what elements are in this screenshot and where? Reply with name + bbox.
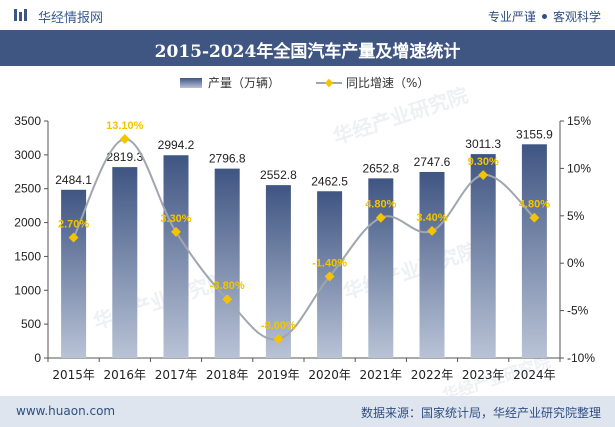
footer: www.huaon.com 数据来源：国家统计局，华经产业研究院整理 [0,396,615,427]
chart-area: 0 500 1000 1500 2000 2500 3000 3500 -10% -5% 0% 5% 1… [0,95,615,395]
y-left-tick-label: 2000 [14,216,41,230]
growth-value-label: 13.10% [106,120,144,132]
y-left-tick-label: 2500 [14,182,41,196]
growth-marker [427,226,437,236]
footer-source: 数据来源：国家统计局，华经产业研究院整理 [360,406,601,420]
growth-value-label: -1.40% [312,257,347,269]
bar [470,154,496,358]
x-tick-label: 2024年 [513,368,556,382]
growth-marker [171,226,181,237]
bar [265,185,291,358]
x-tick-label: 2015年 [52,368,95,382]
growth-value-label: 2.70% [58,219,89,231]
growth-value-label: 4.80% [519,199,550,211]
x-tick-label: 2022年 [411,368,454,382]
chart-title: 2015-2024年全国汽车产量及增速统计 [154,42,461,62]
x-tick-label: 2016年 [104,368,147,382]
legend-line-label: 同比增速（%） [346,76,430,90]
bar [214,168,240,358]
x-tick-label: 2019年 [257,368,300,382]
y-left-tick-label: 500 [21,317,41,331]
bar [419,171,445,358]
growth-value-label: -8.00% [261,320,296,332]
x-tick-label: 2021年 [360,368,403,382]
chart-legend: 产量（万辆） 同比增速（%） [0,74,615,94]
y-right-tick-label: -5% [567,304,589,318]
title-bar: 2015-2024年全国汽车产量及增速统计 [0,30,615,66]
footer-site-link[interactable]: www.huaon.com [16,404,116,418]
bar [112,167,138,358]
y-left-tick-label: 1000 [14,283,41,297]
growth-line [72,138,536,341]
brand-logo-icon [14,9,27,21]
y-right-tick-label: 5% [567,209,585,223]
top-bar: 华经情报网 专业严谨 客观科学 [0,0,615,30]
y-left-tick-label: 0 [34,351,41,365]
growth-marker [324,271,335,282]
bar-value-label: 3155.9 [516,127,553,141]
tagline-left: 专业严谨 [487,10,536,24]
growth-value-label: 9.30% [468,156,499,168]
growth-marker [273,334,284,344]
growth-value-label: 3.40% [416,212,447,224]
x-tick-label: 2020年 [308,368,351,382]
y-left-tick-label: 3500 [14,114,41,128]
bar [163,155,189,358]
bar [521,144,547,358]
y-right-tick-label: 10% [567,161,591,175]
bar-value-label: 2462.5 [311,174,348,188]
separator-dot-icon [541,14,547,19]
y-right-tick-label: 15% [567,114,591,128]
legend-bar-label: 产量（万辆） [208,76,281,90]
bar [368,178,394,358]
tagline-right: 客观科学 [552,10,601,24]
combo-chart: 0 500 1000 1500 2000 2500 3000 3500 -10% -5% 0% 5% 1… [14,114,595,382]
x-tick-label: 2023年 [462,368,505,382]
x-tick-label: 2018年 [206,368,249,382]
growth-marker [222,294,233,305]
bar-value-label: 3011.3 [465,137,501,151]
growth-value-label: -3.80% [210,280,245,292]
bar-value-label: 2552.8 [260,168,297,182]
y-right-tick-label: 0% [567,256,585,270]
bar-value-label: 2652.8 [362,161,399,175]
bar-value-label: 2819.3 [106,150,143,164]
y-left-tick-label: 1500 [14,249,41,263]
x-tick-label: 2017年 [155,368,198,382]
growth-marker [68,232,79,243]
y-left-tick-label: 3000 [14,148,41,162]
legend-line-swatch [316,78,342,88]
tagline: 专业严谨 客观科学 [488,8,601,25]
bar-value-label: 2484.1 [55,173,92,187]
brand-name: 华经情报网 [38,11,104,26]
growth-value-label: 4.80% [365,199,396,211]
growth-marker [529,212,540,223]
legend-bar-swatch [180,78,202,88]
growth-marker [119,134,130,144]
growth-value-label: 3.30% [160,213,191,225]
y-right-tick-label: -10% [567,351,595,365]
bar-value-label: 2994.2 [158,138,195,152]
bar-value-label: 2747.6 [414,155,451,169]
bar-value-label: 2796.8 [209,152,246,166]
growth-marker [375,212,386,223]
